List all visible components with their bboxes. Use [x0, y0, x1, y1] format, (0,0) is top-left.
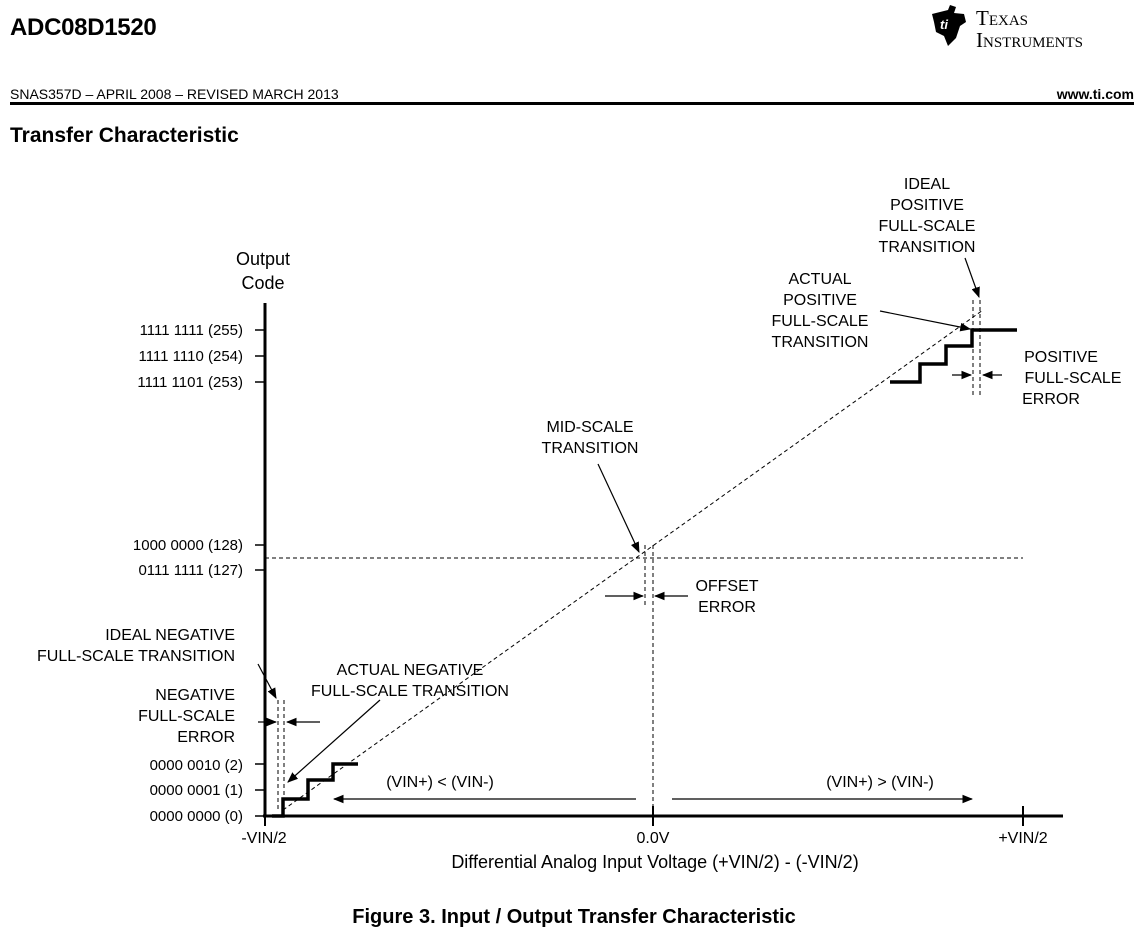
- document-revision: SNAS357D – APRIL 2008 – REVISED MARCH 20…: [10, 86, 339, 102]
- mid-scale-pointer: [597, 463, 640, 553]
- positive-error-label: FULL-SCALE: [1025, 370, 1122, 387]
- y-tick-label: 0000 0001 (1): [150, 782, 243, 799]
- part-number: ADC08D1520: [10, 14, 157, 41]
- negative-error-label: NEGATIVE: [155, 687, 235, 704]
- negative-region-label: (VIN+) < (VIN-): [386, 774, 494, 791]
- svg-text:ti: ti: [940, 17, 948, 32]
- actual-negative-pointer: [287, 699, 381, 783]
- mid-scale-label: TRANSITION: [542, 440, 639, 457]
- negative-error-label: ERROR: [177, 729, 235, 746]
- positive-error-label: ERROR: [1022, 391, 1080, 408]
- x-tick-marks: [264, 806, 1024, 826]
- ideal-positive-pointer: [964, 257, 980, 299]
- x-tick-label: -VIN/2: [241, 830, 286, 847]
- x-axis-title: Differential Analog Input Voltage (+VIN/…: [451, 852, 858, 872]
- positive-region-label: (VIN+) > (VIN-): [826, 774, 934, 791]
- ti-logo: ti Texas Instruments: [926, 2, 1138, 54]
- site-url: www.ti.com: [1056, 86, 1134, 102]
- y-tick-label: 1111 1111 (255): [140, 322, 243, 339]
- header-rule: [10, 102, 1134, 105]
- negative-error-label: FULL-SCALE: [138, 708, 235, 725]
- actual-positive-label: POSITIVE: [783, 292, 857, 309]
- section-title: Transfer Characteristic: [10, 124, 239, 147]
- x-tick-label: 0.0V: [637, 830, 670, 847]
- negative-end-staircase: [272, 762, 358, 818]
- actual-positive-pointer: [879, 310, 972, 332]
- positive-end-staircase: [890, 328, 1017, 384]
- actual-positive-label: TRANSITION: [772, 334, 869, 351]
- ideal-positive-label: TRANSITION: [879, 239, 976, 256]
- actual-positive-label: FULL-SCALE: [772, 313, 869, 330]
- ideal-negative-pointer: [257, 663, 277, 699]
- logo-line1: Texas: [976, 6, 1028, 30]
- mid-scale-label: MID-SCALE: [546, 419, 633, 436]
- y-tick-marks: [255, 329, 265, 817]
- ti-logo-icon: ti: [932, 5, 966, 46]
- ideal-negative-label: FULL-SCALE TRANSITION: [37, 648, 235, 665]
- positive-error-label: POSITIVE: [1024, 349, 1098, 366]
- actual-negative-label: FULL-SCALE TRANSITION: [311, 683, 509, 700]
- y-axis-title-line: Code: [241, 273, 284, 293]
- logo-line2: Instruments: [976, 28, 1084, 52]
- ideal-negative-label: IDEAL NEGATIVE: [105, 627, 235, 644]
- y-tick-label: 0000 0000 (0): [150, 808, 243, 825]
- ideal-transfer-line: [282, 309, 984, 811]
- actual-negative-label: ACTUAL NEGATIVE: [337, 662, 484, 679]
- y-axis-title-line: Output: [236, 249, 290, 269]
- ideal-positive-label: POSITIVE: [890, 197, 964, 214]
- offset-error-label: ERROR: [698, 599, 756, 616]
- y-tick-label: 1111 1101 (253): [137, 374, 243, 391]
- actual-positive-label: ACTUAL: [788, 271, 851, 288]
- ideal-positive-label: FULL-SCALE: [879, 218, 976, 235]
- y-tick-label: 1111 1110 (254): [138, 348, 243, 365]
- y-tick-label: 1000 0000 (128): [133, 537, 243, 554]
- x-tick-label: +VIN/2: [998, 830, 1047, 847]
- ti-logo-wordmark: Texas Instruments: [976, 7, 1083, 51]
- figure-caption: Figure 3. Input / Output Transfer Charac…: [352, 906, 796, 928]
- y-tick-label: 0000 0010 (2): [150, 757, 243, 774]
- offset-error-label: OFFSET: [695, 578, 758, 595]
- y-tick-label: 0111 1111 (127): [138, 562, 243, 579]
- ideal-positive-label: IDEAL: [904, 176, 950, 193]
